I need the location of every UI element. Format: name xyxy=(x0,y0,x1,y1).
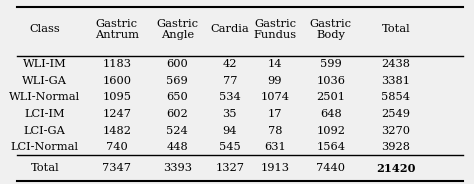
Text: 2438: 2438 xyxy=(382,59,410,69)
Text: Cardia: Cardia xyxy=(210,24,249,34)
Text: Total: Total xyxy=(30,163,59,173)
Text: 94: 94 xyxy=(223,125,237,135)
Text: LCI-Normal: LCI-Normal xyxy=(11,142,79,152)
Text: 77: 77 xyxy=(223,76,237,86)
Text: 545: 545 xyxy=(219,142,241,152)
Text: 602: 602 xyxy=(166,109,188,119)
Text: 7440: 7440 xyxy=(316,163,345,173)
Text: 1247: 1247 xyxy=(102,109,131,119)
Text: WLI-IM: WLI-IM xyxy=(23,59,67,69)
Text: 524: 524 xyxy=(166,125,188,135)
Text: 1327: 1327 xyxy=(215,163,245,173)
Text: 3270: 3270 xyxy=(382,125,410,135)
Text: 631: 631 xyxy=(264,142,286,152)
Text: 7347: 7347 xyxy=(102,163,131,173)
Text: 21420: 21420 xyxy=(376,163,416,174)
Text: LCI-IM: LCI-IM xyxy=(25,109,65,119)
Text: 3393: 3393 xyxy=(163,163,192,173)
Text: 534: 534 xyxy=(219,92,241,102)
Text: 35: 35 xyxy=(223,109,237,119)
Text: 5854: 5854 xyxy=(382,92,410,102)
Text: 599: 599 xyxy=(320,59,342,69)
Text: LCI-GA: LCI-GA xyxy=(24,125,66,135)
Text: 42: 42 xyxy=(223,59,237,69)
Text: 1564: 1564 xyxy=(316,142,345,152)
Text: Class: Class xyxy=(29,24,60,34)
Text: 448: 448 xyxy=(166,142,188,152)
Text: Gastric
Angle: Gastric Angle xyxy=(156,19,198,40)
Text: 14: 14 xyxy=(268,59,282,69)
Text: 17: 17 xyxy=(268,109,282,119)
Text: 99: 99 xyxy=(268,76,282,86)
Text: 1482: 1482 xyxy=(102,125,131,135)
Text: 740: 740 xyxy=(106,142,128,152)
Text: 648: 648 xyxy=(320,109,342,119)
Text: 1183: 1183 xyxy=(102,59,131,69)
Text: 1913: 1913 xyxy=(261,163,290,173)
Text: 1036: 1036 xyxy=(316,76,345,86)
Text: 2501: 2501 xyxy=(316,92,345,102)
Text: 3381: 3381 xyxy=(382,76,410,86)
Text: 2549: 2549 xyxy=(382,109,410,119)
Text: 1074: 1074 xyxy=(261,92,290,102)
Text: Gastric
Body: Gastric Body xyxy=(310,19,352,40)
Text: WLI-GA: WLI-GA xyxy=(22,76,67,86)
Text: 569: 569 xyxy=(166,76,188,86)
Text: 3928: 3928 xyxy=(382,142,410,152)
Text: 1095: 1095 xyxy=(102,92,131,102)
Text: Gastric
Fundus: Gastric Fundus xyxy=(254,19,297,40)
Text: 600: 600 xyxy=(166,59,188,69)
Text: 650: 650 xyxy=(166,92,188,102)
Text: 1600: 1600 xyxy=(102,76,131,86)
Text: 78: 78 xyxy=(268,125,282,135)
Text: WLI-Normal: WLI-Normal xyxy=(9,92,80,102)
Text: Gastric
Antrum: Gastric Antrum xyxy=(95,19,139,40)
Text: 1092: 1092 xyxy=(316,125,345,135)
Text: Total: Total xyxy=(382,24,410,34)
